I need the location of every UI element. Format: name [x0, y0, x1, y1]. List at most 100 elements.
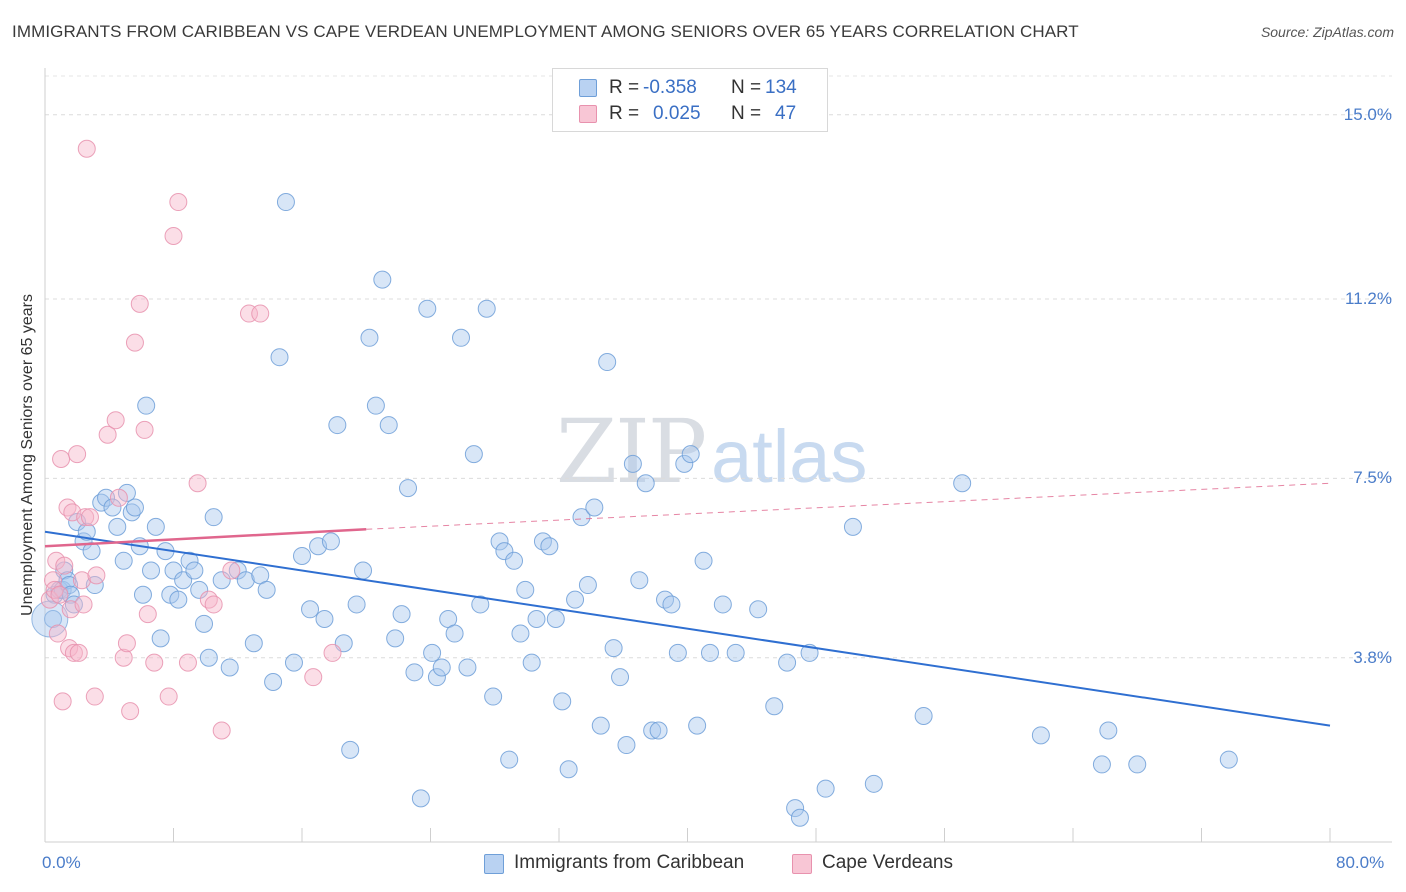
caribbean-point	[180, 551, 199, 570]
caribbean-point	[244, 634, 263, 653]
caribbean-point	[464, 445, 483, 464]
caribbean-point	[495, 542, 514, 561]
caribbean-point	[276, 193, 295, 212]
cape-verdean-point	[188, 474, 207, 493]
watermark: ZIPatlas	[556, 400, 867, 503]
axes	[44, 68, 1392, 843]
caribbean-point	[623, 454, 642, 473]
y-tick-label: 15.0%	[1343, 104, 1392, 124]
caribbean-point	[354, 561, 373, 580]
caribbean-point	[360, 328, 379, 347]
cape-verdean-point	[304, 668, 323, 687]
caribbean-point	[668, 643, 687, 662]
cape-verdean-point	[323, 643, 342, 662]
caribbean-point	[484, 687, 503, 706]
cape-verdean-point	[164, 226, 183, 245]
legend-n-value: 134	[765, 77, 797, 98]
series-legend-label: Immigrants from Caribbean	[514, 852, 745, 873]
cape-verdean-point	[117, 634, 136, 653]
cape-verdean-point	[130, 294, 149, 313]
legend-swatch-pink	[579, 105, 597, 123]
cape-verdean-point	[60, 639, 79, 658]
caribbean-point	[405, 663, 424, 682]
caribbean-point	[366, 396, 385, 415]
cape-verdean-point	[159, 687, 178, 706]
caribbean-point	[315, 609, 334, 628]
caribbean-point	[617, 736, 636, 755]
caribbean-point	[749, 600, 768, 619]
caribbean-point	[511, 624, 530, 643]
caribbean-point	[452, 328, 471, 347]
cape-verdean-point	[145, 653, 164, 672]
caribbean-point	[92, 493, 111, 512]
caribbean-point	[432, 658, 451, 677]
caribbean-point	[236, 571, 255, 590]
caribbean-point	[471, 595, 490, 614]
legend-r-label: R =	[609, 103, 640, 124]
caribbean-point	[490, 532, 509, 551]
caribbean-point	[142, 561, 161, 580]
cape-verdean-point	[45, 580, 64, 599]
caribbean-point	[445, 624, 464, 643]
cape-verdean-point	[53, 692, 72, 711]
cape-verdean-point	[77, 139, 96, 158]
caribbean-point	[146, 517, 165, 536]
caribbean-point	[321, 532, 340, 551]
cape-verdean-point	[135, 420, 154, 439]
watermark-atlas: atlas	[711, 415, 868, 498]
cape-verdean-point	[199, 590, 218, 609]
caribbean-point	[700, 643, 719, 662]
legend-swatch-blue	[484, 854, 504, 874]
cape-verdean-point	[204, 595, 223, 614]
caribbean-point	[843, 517, 862, 536]
cape-verdean-point	[40, 590, 59, 609]
cape-verdean-trend-line	[44, 528, 367, 548]
cape-verdean-point	[178, 653, 197, 672]
caribbean-point	[713, 595, 732, 614]
caribbean-point	[546, 609, 565, 628]
caribbean-point	[585, 498, 604, 517]
caribbean-point	[341, 740, 360, 759]
caribbean-point	[630, 571, 649, 590]
caribbean-point	[264, 673, 283, 692]
caribbean-point	[786, 799, 805, 818]
legend-n-label: N =	[731, 103, 762, 124]
caribbean-point	[257, 580, 276, 599]
caribbean-point	[458, 658, 477, 677]
caribbean-point	[108, 517, 127, 536]
caribbean-point	[204, 508, 223, 527]
y-tick-label: 11.2%	[1345, 289, 1392, 308]
caribbean-point	[572, 508, 591, 527]
caribbean-point	[598, 353, 617, 372]
caribbean-point	[373, 270, 392, 289]
caribbean-point	[540, 537, 559, 556]
cape-verdean-point	[114, 648, 133, 667]
x-tick-label-min: 0.0%	[42, 853, 81, 872]
cape-verdean-point	[52, 450, 71, 468]
caribbean-point	[199, 648, 218, 667]
caribbean-point	[675, 454, 694, 473]
cape-verdean-point	[76, 508, 95, 527]
caribbean-point	[688, 716, 707, 735]
caribbean-point	[516, 580, 535, 599]
caribbean-point	[578, 576, 597, 595]
caribbean-point	[220, 658, 239, 677]
caribbean-point	[164, 561, 183, 580]
cape-verdean-point	[68, 445, 87, 464]
caribbean-point	[500, 750, 519, 769]
caribbean-point	[190, 580, 209, 599]
caribbean-point	[411, 789, 430, 808]
caribbean-points	[31, 193, 1238, 827]
caribbean-point	[1099, 721, 1118, 740]
cape-verdean-point	[98, 425, 117, 444]
caribbean-point	[125, 498, 144, 517]
caribbean-point	[270, 348, 289, 367]
caribbean-point	[864, 774, 883, 793]
correlation-legend: R = -0.358 N = 134 R = 0.025 N = 47	[552, 68, 828, 132]
caribbean-point	[477, 299, 496, 318]
cape-verdean-point	[251, 304, 270, 323]
cape-verdean-point	[50, 585, 69, 604]
series-legend-label: Cape Verdeans	[822, 852, 953, 873]
caribbean-point	[122, 503, 141, 522]
